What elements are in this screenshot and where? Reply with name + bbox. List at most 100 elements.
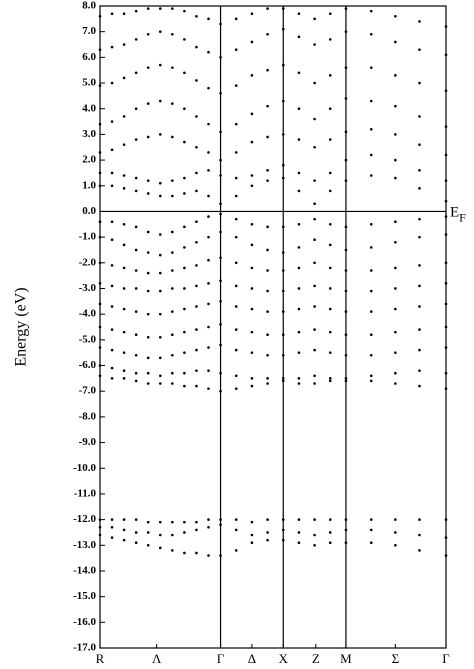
band-dot <box>266 179 269 182</box>
band-dot <box>110 81 114 85</box>
band-dot <box>146 102 150 105</box>
band-dot <box>394 133 397 136</box>
band-dot <box>110 536 114 539</box>
band-dot <box>158 99 162 103</box>
band-dot <box>110 12 114 16</box>
band-dot <box>313 382 316 385</box>
band-dot <box>158 271 162 275</box>
band-dot <box>444 125 448 128</box>
band-dot <box>297 71 301 75</box>
band-dot <box>328 243 332 247</box>
band-dot <box>418 549 421 552</box>
band-dot <box>394 287 397 290</box>
band-dot <box>344 66 348 69</box>
band-dot <box>281 251 285 254</box>
band-dot <box>234 17 238 21</box>
y-tick-label: -4.0 <box>79 308 97 320</box>
band-dot <box>195 45 198 49</box>
band-dot <box>146 371 150 375</box>
band-dot <box>281 353 285 357</box>
band-dot <box>266 7 269 10</box>
band-dot <box>444 179 448 182</box>
band-dot <box>418 169 421 172</box>
band-dot <box>344 7 348 10</box>
band-dot <box>207 346 210 349</box>
band-dot <box>266 104 269 108</box>
band-dot <box>134 225 138 229</box>
band-dot <box>171 230 174 234</box>
band-dot <box>146 192 150 195</box>
band-dot <box>266 333 269 337</box>
band-dot <box>158 533 162 537</box>
band-dot <box>207 282 210 285</box>
band-dot <box>195 520 198 524</box>
fermi-label-sub: F <box>459 210 466 224</box>
band-dot <box>328 138 332 141</box>
band-dot <box>369 153 373 157</box>
band-dot <box>234 48 238 51</box>
band-dot <box>158 520 162 524</box>
band-dot <box>369 269 373 272</box>
band-dot <box>219 230 222 234</box>
band-dot <box>207 151 210 154</box>
band-dot <box>418 81 421 85</box>
band-dot <box>234 528 238 532</box>
band-dot <box>418 217 421 221</box>
band-dot <box>297 246 301 249</box>
band-dot <box>250 541 254 545</box>
band-dot <box>146 335 150 339</box>
band-dot <box>219 389 222 393</box>
band-dot <box>394 531 397 534</box>
band-dot <box>234 235 238 239</box>
band-dot <box>234 374 238 378</box>
y-axis-label: Energy (eV) <box>13 287 30 366</box>
band-dot <box>171 549 174 552</box>
band-dot <box>122 222 126 226</box>
band-dot <box>171 135 174 139</box>
band-dot <box>195 305 198 308</box>
band-dot <box>418 187 421 190</box>
band-dot <box>207 50 210 54</box>
band-dot <box>183 307 186 311</box>
band-dot <box>250 287 254 290</box>
band-dot <box>183 246 186 249</box>
band-dot <box>122 243 126 247</box>
band-dot <box>234 518 238 521</box>
band-dot <box>313 145 316 149</box>
band-dot <box>250 174 254 177</box>
band-dot <box>369 528 373 532</box>
band-dot <box>146 179 150 182</box>
band-dot <box>234 328 238 331</box>
band-dot <box>158 374 162 378</box>
band-dot <box>134 379 138 383</box>
band-dot <box>122 351 126 354</box>
band-dot <box>122 115 126 118</box>
band-dot <box>134 310 138 313</box>
band-dot <box>158 233 162 236</box>
band-dot <box>98 261 102 265</box>
band-dot <box>110 518 114 521</box>
band-dot <box>134 189 138 193</box>
band-dot <box>195 240 198 244</box>
band-dot <box>313 374 316 378</box>
band-dot <box>158 312 162 316</box>
band-dot <box>207 302 210 306</box>
band-dot <box>266 382 269 385</box>
y-tick-label: -1.0 <box>79 231 97 243</box>
band-dot <box>98 48 102 51</box>
band-dot <box>369 374 373 378</box>
band-dot <box>110 184 114 188</box>
y-tick-label: -9.0 <box>79 436 97 448</box>
band-dot <box>328 351 332 354</box>
band-dot <box>313 533 316 537</box>
band-dot <box>369 353 373 357</box>
band-dot <box>219 371 222 375</box>
band-dot <box>444 215 448 218</box>
band-dot <box>344 179 348 182</box>
band-dot <box>134 248 138 252</box>
x-tick-label: Σ <box>392 651 400 666</box>
band-dot <box>344 333 348 337</box>
band-dot <box>195 264 198 267</box>
band-dot <box>158 335 162 339</box>
band-dot <box>250 384 254 388</box>
